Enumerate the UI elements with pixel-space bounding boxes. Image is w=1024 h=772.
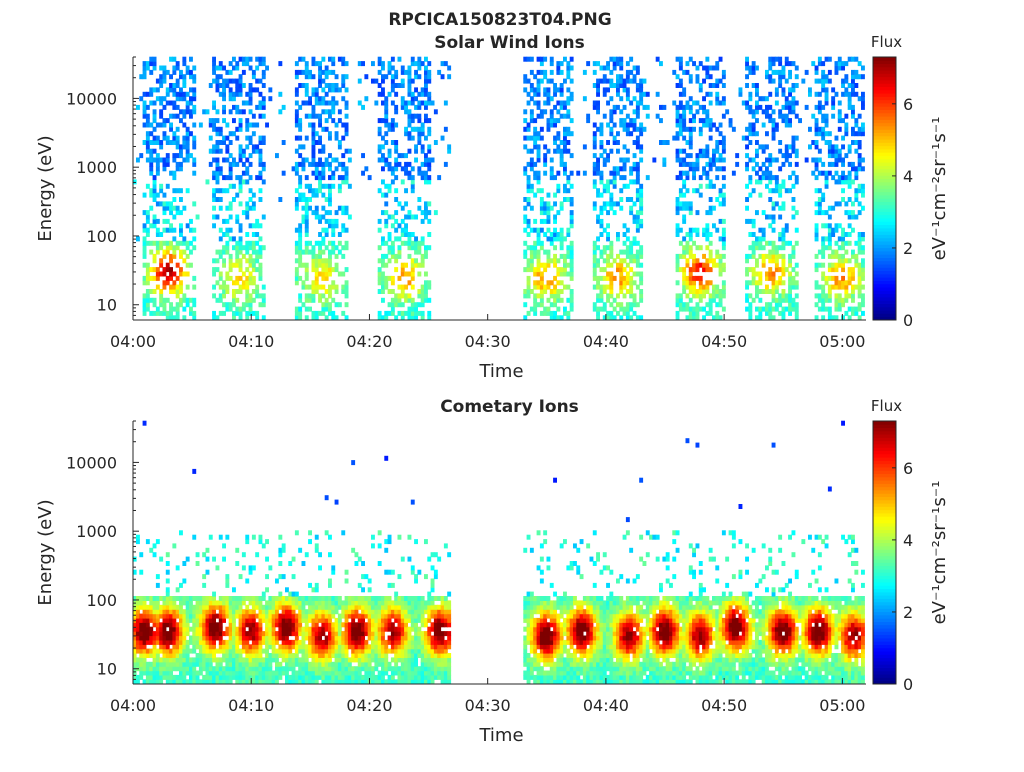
colorbar-tick-label: 2 [903,239,913,258]
colorbar-label: eV⁻¹cm⁻²sr⁻¹s⁻¹ [929,481,950,625]
x-tick-label: 04:40 [583,696,629,715]
colorbar: 0 2 4 6 Flux eV⁻¹cm⁻²sr⁻¹s⁻¹ [871,397,950,694]
y-tick-label: 100 [86,227,117,246]
figure-title: RPCICA150823T04.PNG [388,10,611,30]
y-axis-label: Energy (eV) [35,499,56,605]
colorbar-tick-label: 4 [903,531,913,550]
y-axis-label: Energy (eV) [35,135,56,241]
x-tick-label: 04:20 [346,332,392,351]
x-tick-label: 04:30 [465,332,511,351]
panel-title: Solar Wind Ions [434,33,585,53]
panel-solar-wind-ions: Solar Wind Ions 04:00 04:10 04:20 04:30 04:40… [35,33,950,382]
x-axis-label: Time [478,725,523,746]
colorbar-tick-label: 2 [903,603,913,622]
x-tick-label: 04:00 [110,696,156,715]
y-tick-label: 1000 [76,522,117,541]
y-tick-label: 10000 [66,89,117,108]
x-tick-label: 05:00 [819,332,865,351]
colorbar-title: Flux [871,33,902,51]
colorbar-tick-label: 4 [903,167,913,186]
x-tick-label: 05:00 [819,696,865,715]
x-tick-label: 04:30 [465,696,511,715]
panel-title: Cometary Ions [440,397,579,417]
y-tick-label: 10 [97,296,117,315]
x-tick-label: 04:10 [228,332,274,351]
y-tick-label: 10000 [66,453,117,472]
x-tick-label: 04:40 [583,332,629,351]
heatmap-cells [133,421,865,685]
colorbar-title: Flux [871,397,902,415]
x-tick-label: 04:00 [110,332,156,351]
y-tick-label: 10 [97,660,117,679]
x-tick-label: 04:20 [346,696,392,715]
x-axis-label: Time [478,361,523,382]
colorbar-tick-label: 6 [903,459,913,478]
colorbar-label: eV⁻¹cm⁻²sr⁻¹s⁻¹ [929,117,950,261]
x-tick-label: 04:10 [228,696,274,715]
x-tick-label: 04:50 [701,332,747,351]
colorbar-tick-label: 0 [903,675,913,694]
colorbar-tick-label: 6 [903,95,913,114]
heatmap-cells [133,57,865,321]
x-tick-label: 04:50 [701,696,747,715]
colorbar: 0 2 4 6 Flux eV⁻¹cm⁻²sr⁻¹s⁻¹ [871,33,950,330]
y-tick-label: 1000 [76,158,117,177]
y-tick-label: 100 [86,591,117,610]
colorbar-tick-label: 0 [903,311,913,330]
